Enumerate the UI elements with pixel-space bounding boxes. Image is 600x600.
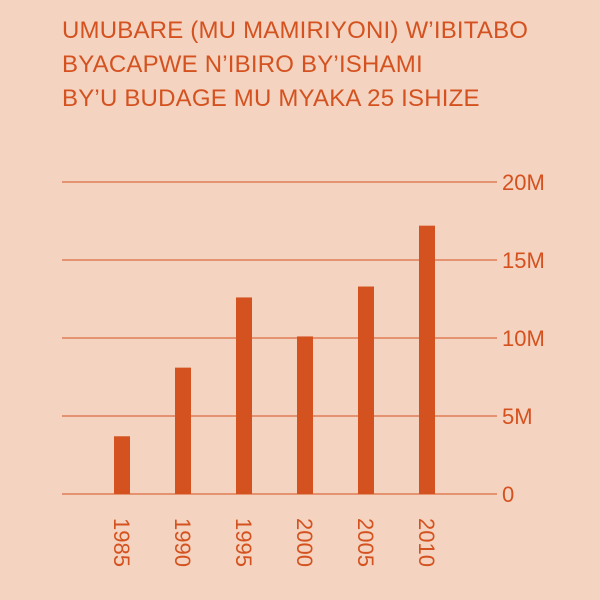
y-tick-label: 5M [502, 404, 533, 429]
x-tick-label: 1995 [231, 518, 256, 567]
bar-2010 [419, 225, 435, 494]
chart-title: UMUBARE (MU MAMIRIYONI) W’IBITABO BYACAP… [62, 14, 582, 116]
x-tick-label: 2005 [353, 518, 378, 567]
y-tick-label: 20M [502, 170, 545, 195]
bar-2000 [297, 336, 313, 494]
chart-title-line-3: BY’U BUDAGE MU MYAKA 25 ISHIZE [62, 85, 480, 112]
chart-title-line-2: BYACAPWE N’IBIRO BY’ISHAMI [62, 51, 423, 78]
x-tick-label: 1990 [170, 518, 195, 567]
bar-1985 [114, 436, 130, 494]
chart-title-line-1: UMUBARE (MU MAMIRIYONI) W’IBITABO [62, 17, 529, 44]
y-tick-label: 15M [502, 248, 545, 273]
y-tick-label: 10M [502, 326, 545, 351]
bar-1995 [236, 297, 252, 494]
x-tick-label: 2010 [414, 518, 439, 567]
x-tick-label: 1985 [109, 518, 134, 567]
bars [114, 225, 435, 494]
x-tick-label: 2000 [292, 518, 317, 567]
y-tick-label: 0 [502, 482, 514, 507]
bar-2005 [358, 286, 374, 494]
y-tick-labels: 0 5M 10M 15M 20M [502, 170, 545, 507]
x-tick-labels: 1985 1990 1995 2000 2005 2010 [109, 518, 439, 567]
bar-1990 [175, 367, 191, 494]
